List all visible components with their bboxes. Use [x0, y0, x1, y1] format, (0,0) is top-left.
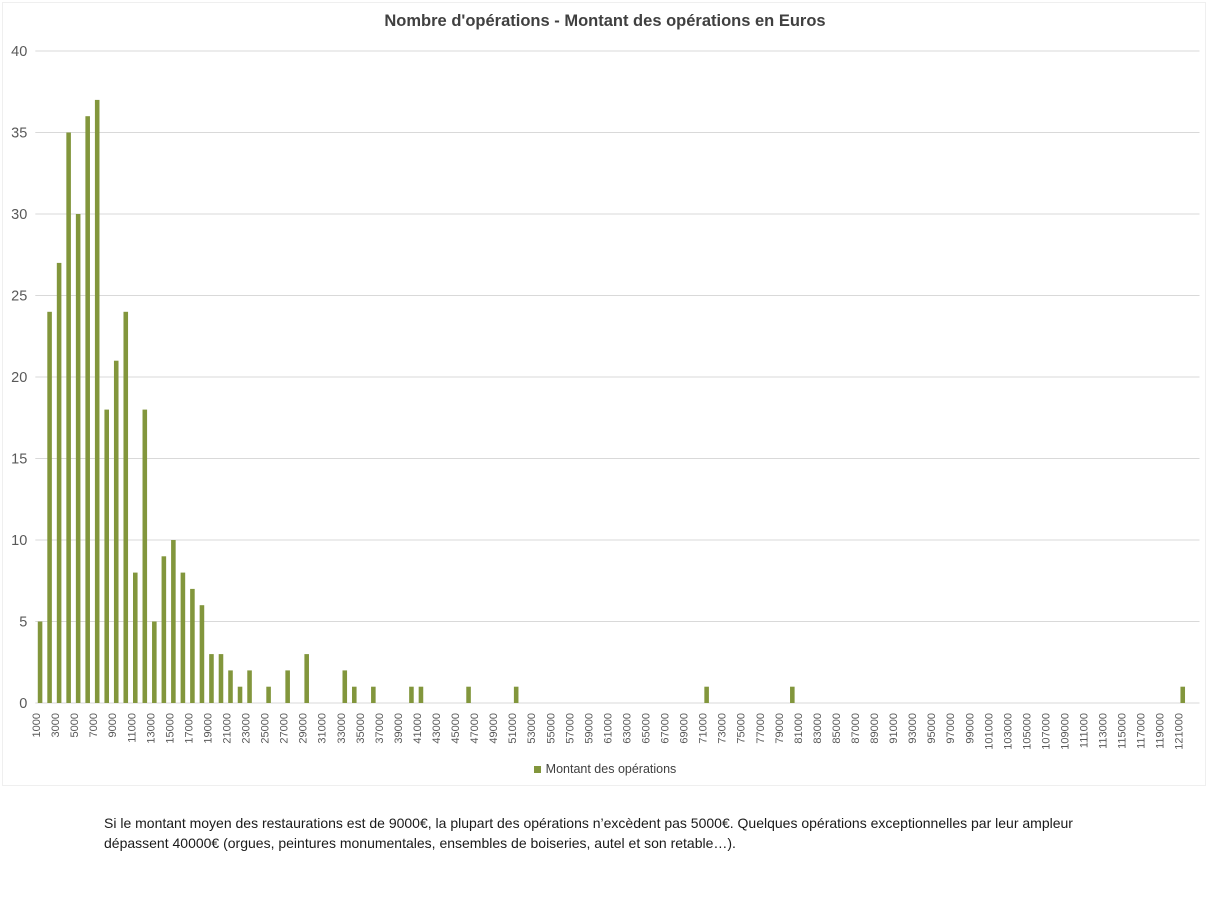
svg-text:91000: 91000 — [888, 713, 900, 744]
svg-text:111000: 111000 — [1079, 713, 1091, 748]
svg-text:65000: 65000 — [640, 713, 652, 744]
svg-text:101000: 101000 — [983, 713, 995, 750]
svg-text:47000: 47000 — [469, 713, 481, 744]
svg-text:103000: 103000 — [1002, 713, 1014, 750]
svg-text:93000: 93000 — [907, 713, 919, 744]
svg-text:35: 35 — [11, 126, 27, 142]
svg-text:15000: 15000 — [164, 713, 176, 744]
svg-text:61000: 61000 — [602, 713, 614, 744]
svg-text:41000: 41000 — [412, 713, 424, 744]
svg-text:71000: 71000 — [698, 713, 710, 744]
svg-text:53000: 53000 — [526, 713, 538, 744]
svg-text:59000: 59000 — [583, 713, 595, 744]
svg-text:89000: 89000 — [869, 713, 881, 744]
svg-text:11000: 11000 — [126, 713, 138, 743]
svg-text:85000: 85000 — [831, 713, 843, 744]
svg-text:73000: 73000 — [717, 713, 729, 744]
svg-text:31000: 31000 — [317, 713, 329, 744]
svg-text:97000: 97000 — [945, 713, 957, 744]
svg-text:21000: 21000 — [222, 713, 234, 744]
svg-text:55000: 55000 — [545, 713, 557, 744]
svg-text:77000: 77000 — [755, 713, 767, 744]
svg-text:107000: 107000 — [1040, 713, 1052, 750]
svg-text:13000: 13000 — [145, 713, 157, 744]
svg-text:15: 15 — [11, 452, 27, 468]
svg-text:27000: 27000 — [279, 713, 291, 744]
svg-text:75000: 75000 — [736, 713, 748, 744]
svg-text:40: 40 — [11, 44, 27, 60]
svg-text:113000: 113000 — [1098, 713, 1110, 749]
svg-text:45000: 45000 — [450, 713, 462, 744]
svg-text:39000: 39000 — [393, 713, 405, 744]
svg-text:20: 20 — [11, 370, 27, 386]
svg-text:95000: 95000 — [926, 713, 938, 744]
svg-text:30: 30 — [11, 207, 27, 223]
svg-text:33000: 33000 — [336, 713, 348, 744]
svg-text:69000: 69000 — [679, 713, 691, 744]
svg-text:67000: 67000 — [660, 713, 672, 744]
svg-text:5000: 5000 — [69, 713, 81, 737]
svg-text:19000: 19000 — [202, 713, 214, 744]
svg-text:3000: 3000 — [50, 713, 62, 737]
svg-text:17000: 17000 — [183, 713, 195, 744]
svg-text:105000: 105000 — [1021, 713, 1033, 750]
svg-text:0: 0 — [19, 696, 27, 712]
svg-text:5: 5 — [19, 615, 27, 631]
svg-text:121000: 121000 — [1174, 713, 1186, 750]
svg-text:119000: 119000 — [1155, 713, 1167, 749]
svg-text:9000: 9000 — [107, 713, 119, 737]
svg-text:81000: 81000 — [793, 713, 805, 744]
svg-text:49000: 49000 — [488, 713, 500, 744]
svg-text:63000: 63000 — [621, 713, 633, 744]
svg-text:117000: 117000 — [1136, 713, 1148, 749]
svg-text:79000: 79000 — [774, 713, 786, 744]
svg-text:10: 10 — [11, 533, 27, 549]
svg-text:25000: 25000 — [260, 713, 272, 744]
svg-text:37000: 37000 — [374, 713, 386, 744]
svg-text:83000: 83000 — [812, 713, 824, 744]
svg-text:43000: 43000 — [431, 713, 443, 744]
svg-text:115000: 115000 — [1117, 713, 1129, 749]
svg-text:35000: 35000 — [355, 713, 367, 744]
svg-text:57000: 57000 — [564, 713, 576, 744]
svg-text:87000: 87000 — [850, 713, 862, 744]
svg-text:7000: 7000 — [88, 713, 100, 737]
svg-text:29000: 29000 — [298, 713, 310, 744]
svg-text:99000: 99000 — [964, 713, 976, 744]
svg-text:109000: 109000 — [1059, 713, 1071, 750]
svg-text:1000: 1000 — [31, 713, 43, 737]
svg-text:51000: 51000 — [507, 713, 519, 744]
svg-text:25: 25 — [11, 289, 27, 305]
svg-text:23000: 23000 — [241, 713, 253, 744]
